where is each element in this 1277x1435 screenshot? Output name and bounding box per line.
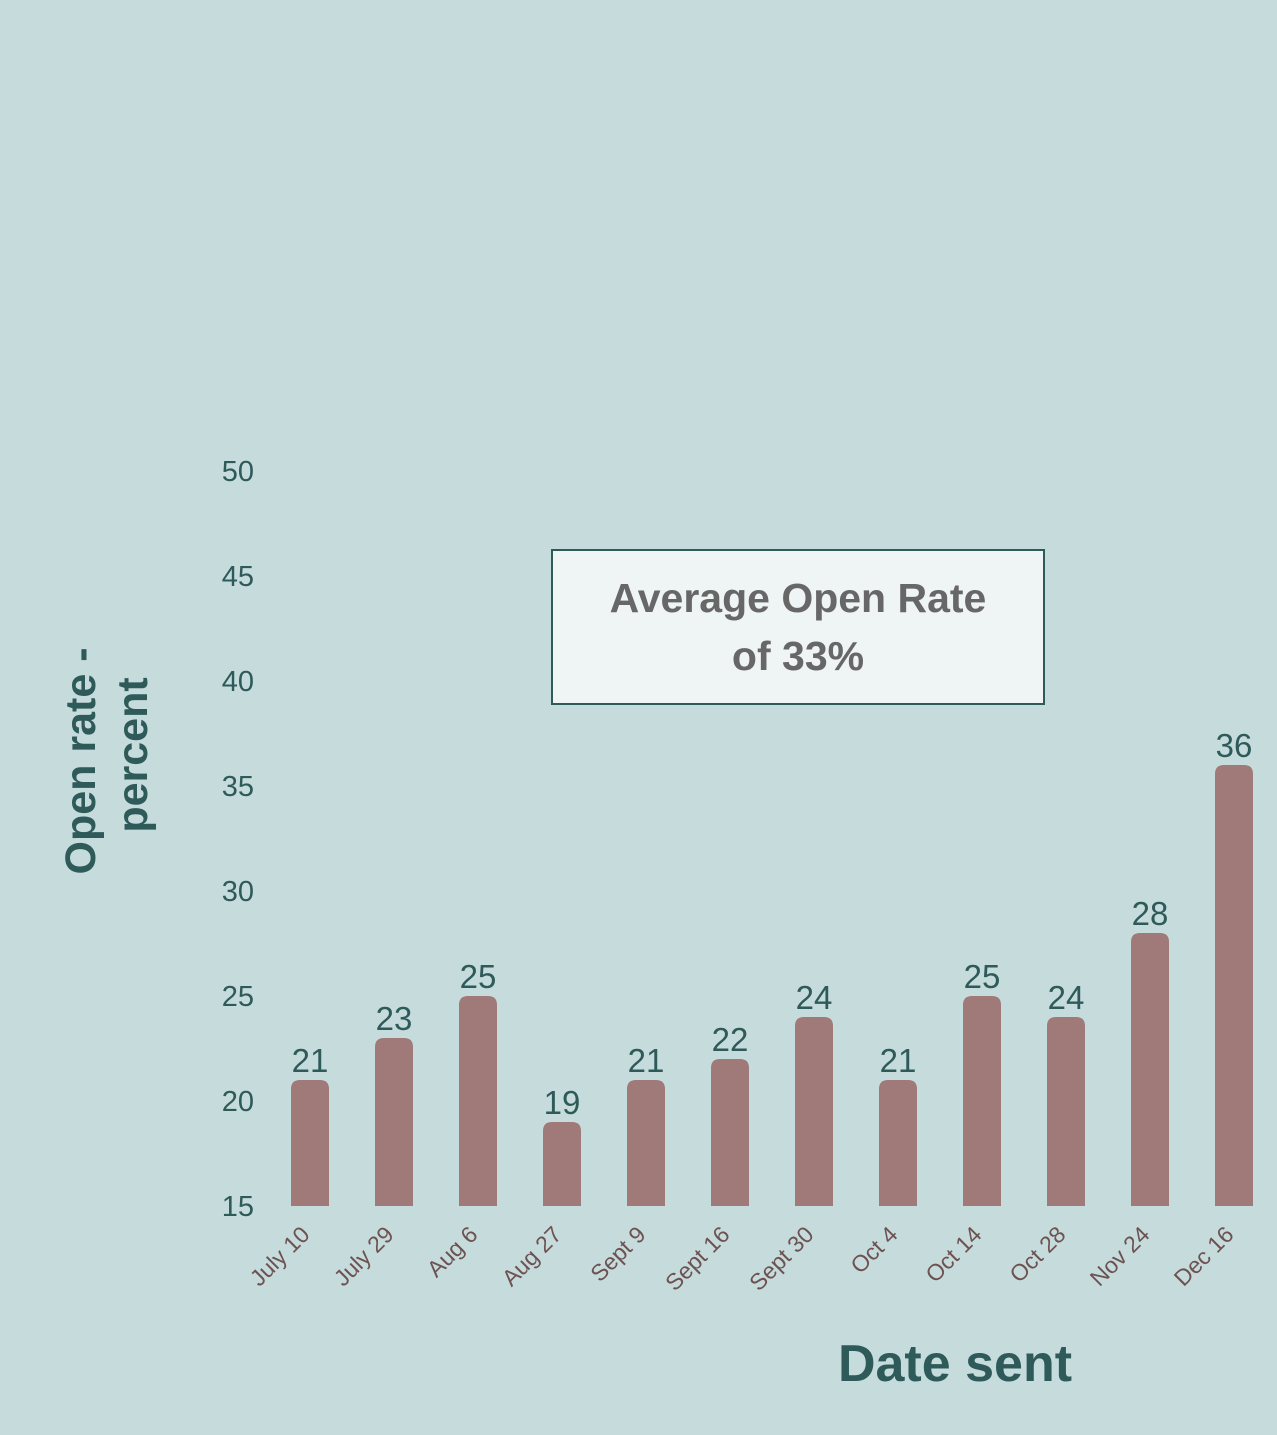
bar-value-label: 21 <box>880 1042 917 1079</box>
bar <box>1131 933 1169 1206</box>
bar-value-label: 36 <box>1216 727 1253 764</box>
bar-value-label: 23 <box>376 1000 413 1037</box>
y-tick-label: 35 <box>222 771 254 803</box>
bar-value-label: 24 <box>796 979 833 1016</box>
x-tick-label: Oct 28 <box>1004 1221 1070 1287</box>
bar <box>543 1122 581 1206</box>
y-axis-ticks: 15 20 25 30 35 40 45 50 <box>222 456 254 1223</box>
x-tick-label: Aug 27 <box>497 1221 567 1291</box>
bar <box>1047 1017 1085 1206</box>
data-labels: 21 23 25 19 21 22 24 21 25 24 28 36 <box>292 727 1253 1121</box>
x-tick-label: Sept 9 <box>585 1221 650 1286</box>
x-tick-label: Nov 24 <box>1085 1221 1155 1291</box>
x-tick-label: Dec 16 <box>1169 1221 1239 1291</box>
bar <box>627 1080 665 1206</box>
y-axis-title: Open rate - percent <box>57 636 157 875</box>
bar <box>375 1038 413 1206</box>
bar-value-label: 25 <box>964 958 1001 995</box>
callout-text: Average Open Rate of 33% <box>609 575 987 679</box>
y-tick-label: 50 <box>222 456 254 488</box>
y-tick-label: 25 <box>222 981 254 1013</box>
bar-value-label: 22 <box>712 1021 749 1058</box>
y-tick-label: 40 <box>222 666 254 698</box>
bar <box>1215 765 1253 1206</box>
bars <box>291 765 1253 1206</box>
x-tick-label: July 29 <box>329 1221 399 1291</box>
bar-value-label: 21 <box>628 1042 665 1079</box>
x-tick-label: Sept 30 <box>744 1221 818 1295</box>
bar-value-label: 21 <box>292 1042 329 1079</box>
x-axis-ticks: July 10 July 29 Aug 6 Aug 27 Sept 9 Sept 16 Se… <box>245 1221 1239 1296</box>
bar <box>963 996 1001 1206</box>
bar-value-label: 28 <box>1132 895 1169 932</box>
x-tick-label: Oct 14 <box>920 1221 986 1287</box>
bar <box>711 1059 749 1206</box>
x-tick-label: Sept 16 <box>660 1221 734 1295</box>
x-tick-label: July 10 <box>245 1221 315 1291</box>
bar <box>795 1017 833 1206</box>
y-tick-label: 45 <box>222 561 254 593</box>
y-tick-label: 20 <box>222 1086 254 1118</box>
bar-value-label: 19 <box>544 1084 581 1121</box>
x-tick-label: Oct 4 <box>845 1221 902 1278</box>
bar-value-label: 24 <box>1048 979 1085 1016</box>
x-axis-title: Date sent <box>838 1335 1072 1393</box>
y-tick-label: 30 <box>222 876 254 908</box>
bar <box>291 1080 329 1206</box>
bar <box>459 996 497 1206</box>
average-open-rate-callout: Average Open Rate of 33% <box>551 549 1045 705</box>
bar <box>879 1080 917 1206</box>
y-tick-label: 15 <box>222 1191 254 1223</box>
bar-value-label: 25 <box>460 958 497 995</box>
x-tick-label: Aug 6 <box>422 1221 483 1282</box>
